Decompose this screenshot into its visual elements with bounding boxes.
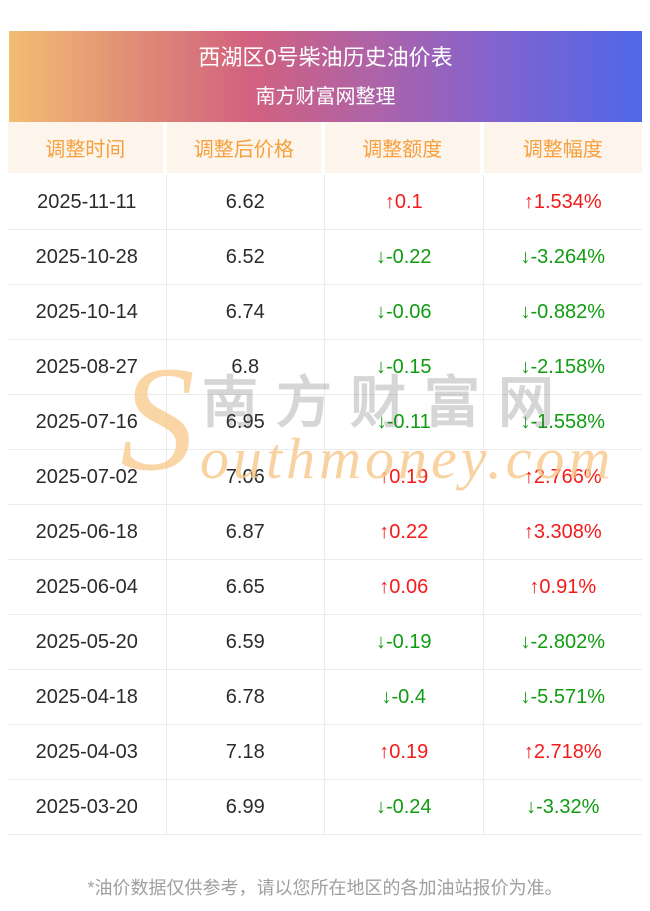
col-header-adjust-amount: 调整额度 xyxy=(325,122,484,175)
cell-adjust-amount: ↑0.19 xyxy=(325,450,484,505)
table-row: 2025-07-16 6.95 ↓-0.11 ↓-1.558% xyxy=(8,395,642,450)
cell-adjust-range: ↑2.718% xyxy=(483,725,642,780)
cell-adjust-date: 2025-10-28 xyxy=(8,230,167,285)
col-header-adjust-range: 调整幅度 xyxy=(483,122,642,175)
table-row: 2025-04-03 7.18 ↑0.19 ↑2.718% xyxy=(8,725,642,780)
cell-adjust-date: 2025-04-03 xyxy=(8,725,167,780)
cell-adjust-range: ↓-2.158% xyxy=(483,340,642,395)
cell-adjusted-price: 7.18 xyxy=(166,725,325,780)
cell-adjust-amount: ↑0.19 xyxy=(325,725,484,780)
col-header-adjust-time: 调整时间 xyxy=(8,122,167,175)
table-row: 2025-05-20 6.59 ↓-0.19 ↓-2.802% xyxy=(8,615,642,670)
price-table-wrap: 调整时间 调整后价格 调整额度 调整幅度 2025-11-11 6.62 ↑0.1 ↑… xyxy=(8,122,642,835)
table-row: 2025-07-02 7.06 ↑0.19 ↑2.766% xyxy=(8,450,642,505)
table-row: 2025-04-18 6.78 ↓-0.4 ↓-5.571% xyxy=(8,670,642,725)
table-row: 2025-10-14 6.74 ↓-0.06 ↓-0.882% xyxy=(8,285,642,340)
cell-adjust-date: 2025-06-18 xyxy=(8,505,167,560)
cell-adjust-amount: ↓-0.19 xyxy=(325,615,484,670)
table-row: 2025-06-18 6.87 ↑0.22 ↑3.308% xyxy=(8,505,642,560)
cell-adjusted-price: 6.95 xyxy=(166,395,325,450)
cell-adjust-range: ↓-3.32% xyxy=(483,780,642,835)
cell-adjust-amount: ↓-0.24 xyxy=(325,780,484,835)
cell-adjust-date: 2025-07-02 xyxy=(8,450,167,505)
cell-adjust-range: ↓-1.558% xyxy=(483,395,642,450)
cell-adjusted-price: 6.74 xyxy=(166,285,325,340)
cell-adjusted-price: 6.87 xyxy=(166,505,325,560)
cell-adjust-amount: ↓-0.15 xyxy=(325,340,484,395)
table-row: 2025-10-28 6.52 ↓-0.22 ↓-3.264% xyxy=(8,230,642,285)
cell-adjust-range: ↑0.91% xyxy=(483,560,642,615)
cell-adjust-date: 2025-06-04 xyxy=(8,560,167,615)
cell-adjusted-price: 6.78 xyxy=(166,670,325,725)
cell-adjust-date: 2025-03-20 xyxy=(8,780,167,835)
table-row: 2025-08-27 6.8 ↓-0.15 ↓-2.158% xyxy=(8,340,642,395)
title-banner: 西湖区0号柴油历史油价表 南方财富网整理 xyxy=(9,31,642,122)
cell-adjust-date: 2025-05-20 xyxy=(8,615,167,670)
cell-adjust-amount: ↑0.1 xyxy=(325,175,484,230)
cell-adjusted-price: 6.8 xyxy=(166,340,325,395)
cell-adjust-date: 2025-07-16 xyxy=(8,395,167,450)
cell-adjust-amount: ↑0.22 xyxy=(325,505,484,560)
page-subtitle: 南方财富网整理 xyxy=(255,85,396,108)
cell-adjust-range: ↑2.766% xyxy=(483,450,642,505)
cell-adjusted-price: 6.62 xyxy=(166,175,325,230)
table-header-row: 调整时间 调整后价格 调整额度 调整幅度 xyxy=(8,122,642,175)
cell-adjust-range: ↑1.534% xyxy=(483,175,642,230)
footnote: *油价数据仅供参考，请以您所在地区的各加油站报价为准。 xyxy=(87,878,563,898)
table-row: 2025-06-04 6.65 ↑0.06 ↑0.91% xyxy=(8,560,642,615)
cell-adjust-amount: ↑0.06 xyxy=(325,560,484,615)
cell-adjust-amount: ↓-0.11 xyxy=(325,395,484,450)
cell-adjusted-price: 6.59 xyxy=(166,615,325,670)
cell-adjust-date: 2025-10-14 xyxy=(8,285,167,340)
cell-adjust-amount: ↓-0.22 xyxy=(325,230,484,285)
cell-adjust-range: ↓-3.264% xyxy=(483,230,642,285)
page-title: 西湖区0号柴油历史油价表 xyxy=(198,44,453,70)
cell-adjusted-price: 6.99 xyxy=(166,780,325,835)
cell-adjusted-price: 7.06 xyxy=(166,450,325,505)
price-table: 调整时间 调整后价格 调整额度 调整幅度 2025-11-11 6.62 ↑0.1 ↑… xyxy=(8,122,642,835)
cell-adjust-date: 2025-04-18 xyxy=(8,670,167,725)
cell-adjusted-price: 6.52 xyxy=(166,230,325,285)
cell-adjust-amount: ↓-0.06 xyxy=(325,285,484,340)
cell-adjust-range: ↓-0.882% xyxy=(483,285,642,340)
col-header-adjusted-price: 调整后价格 xyxy=(166,122,325,175)
cell-adjust-amount: ↓-0.4 xyxy=(325,670,484,725)
table-row: 2025-03-20 6.99 ↓-0.24 ↓-3.32% xyxy=(8,780,642,835)
cell-adjust-range: ↑3.308% xyxy=(483,505,642,560)
cell-adjust-date: 2025-11-11 xyxy=(8,175,167,230)
table-row: 2025-11-11 6.62 ↑0.1 ↑1.534% xyxy=(8,175,642,230)
cell-adjusted-price: 6.65 xyxy=(166,560,325,615)
cell-adjust-date: 2025-08-27 xyxy=(8,340,167,395)
cell-adjust-range: ↓-5.571% xyxy=(483,670,642,725)
cell-adjust-range: ↓-2.802% xyxy=(483,615,642,670)
